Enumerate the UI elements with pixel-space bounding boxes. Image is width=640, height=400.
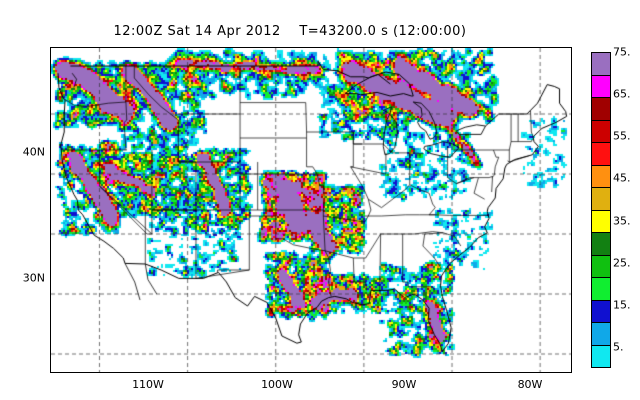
colorbar-band-30-35 <box>591 232 611 255</box>
colorbar-band-65-70 <box>591 74 611 97</box>
x-axis-tick-80w: 80W <box>517 378 543 391</box>
y-axis-tick-30n: 30N <box>22 271 45 285</box>
colorbar-tick-55: 55. <box>613 129 631 143</box>
radar-reflectivity-canvas <box>51 48 571 372</box>
colorbar-tick-25: 25. <box>613 256 631 270</box>
colorbar-tick-75: 75. <box>613 45 631 59</box>
radar-map <box>50 47 572 373</box>
colorbar-band-35-40 <box>591 209 611 232</box>
reflectivity-colorbar <box>591 52 611 368</box>
x-axis-tick-90w: 90W <box>391 378 417 391</box>
colorbar-band-50-55 <box>591 142 611 165</box>
colorbar-band-15-20 <box>591 299 611 322</box>
colorbar-band-70-75 <box>591 52 611 75</box>
colorbar-tick-15: 15. <box>613 298 631 312</box>
page-title: 12:00Z Sat 14 Apr 2012 T=43200.0 s (12:0… <box>113 24 467 39</box>
colorbar-tick-45: 45. <box>613 171 631 185</box>
colorbar-tick-35: 35. <box>613 214 631 228</box>
colorbar-band-5-10 <box>591 344 611 368</box>
colorbar-labels: 75. 65. 55. 45. 35. 25. 15. 5. <box>613 46 640 368</box>
y-axis-tick-40n: 40N <box>22 145 45 159</box>
colorbar-band-55-60 <box>591 119 611 142</box>
colorbar-tick-65: 65. <box>613 87 631 101</box>
colorbar-band-10-15 <box>591 322 611 345</box>
colorbar-band-45-50 <box>591 164 611 187</box>
x-axis-tick-110w: 110W <box>132 378 164 391</box>
colorbar-band-40-45 <box>591 187 611 210</box>
colorbar-band-25-30 <box>591 254 611 277</box>
colorbar-band-60-65 <box>591 97 611 120</box>
x-axis-tick-100w: 100W <box>261 378 293 391</box>
colorbar-band-20-25 <box>591 277 611 300</box>
colorbar-tick-5: 5. <box>613 340 624 354</box>
